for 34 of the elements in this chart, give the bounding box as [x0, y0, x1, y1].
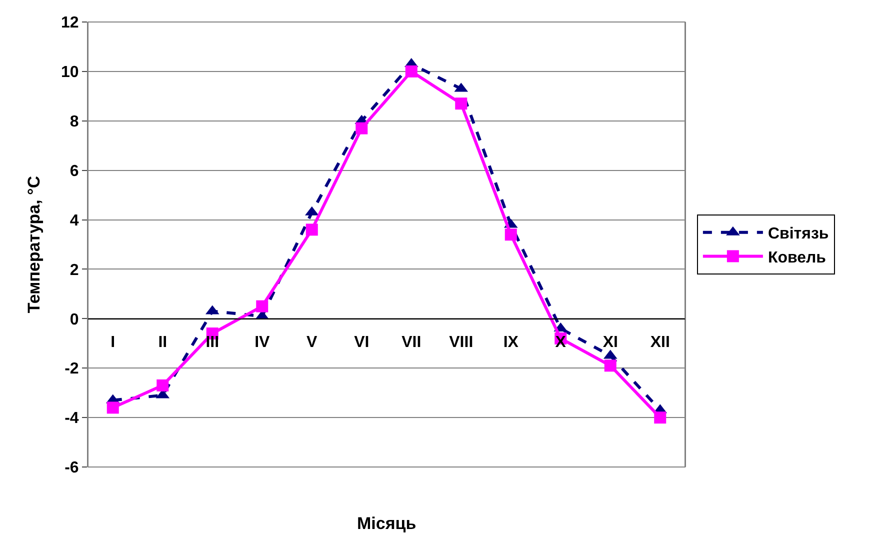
point: [405, 65, 418, 78]
y-tick-label: 12: [61, 14, 79, 32]
x-tick-label: IV: [254, 334, 270, 351]
y-tick-label: 2: [70, 262, 79, 279]
y-tick-label: -6: [64, 460, 79, 477]
point: [256, 300, 268, 312]
y-axis-title: Температура, °С: [24, 176, 44, 314]
x-tick-label: IX: [503, 334, 519, 351]
point: [654, 412, 666, 424]
legend-label: Ковель: [768, 249, 826, 266]
x-tick-label: VIII: [449, 334, 474, 351]
x-tick-label: I: [110, 334, 116, 351]
y-tick-label: 6: [70, 162, 79, 180]
point: [604, 360, 616, 372]
y-tick-label: 4: [70, 212, 79, 230]
y-tick-label: 8: [70, 113, 79, 130]
point: [356, 122, 368, 134]
point: [455, 98, 468, 110]
y-tick-label: 0: [70, 311, 79, 328]
x-tick-label: V: [306, 334, 318, 351]
point: [106, 402, 119, 414]
x-tick-label: VI: [354, 334, 370, 351]
x-tick-label: II: [158, 334, 168, 351]
y-tick-label: -4: [64, 410, 79, 428]
point: [306, 224, 318, 236]
x-tick-label: XII: [650, 334, 670, 351]
x-tick-label: XI: [602, 334, 618, 351]
y-tick-label: -2: [64, 360, 79, 378]
point: [156, 379, 169, 392]
x-tick-label: VII: [402, 334, 422, 351]
y-tick-label: 10: [61, 64, 79, 82]
point: [504, 228, 517, 241]
legend-label: Світязь: [768, 226, 829, 243]
x-axis-title: Місяць: [357, 514, 416, 533]
